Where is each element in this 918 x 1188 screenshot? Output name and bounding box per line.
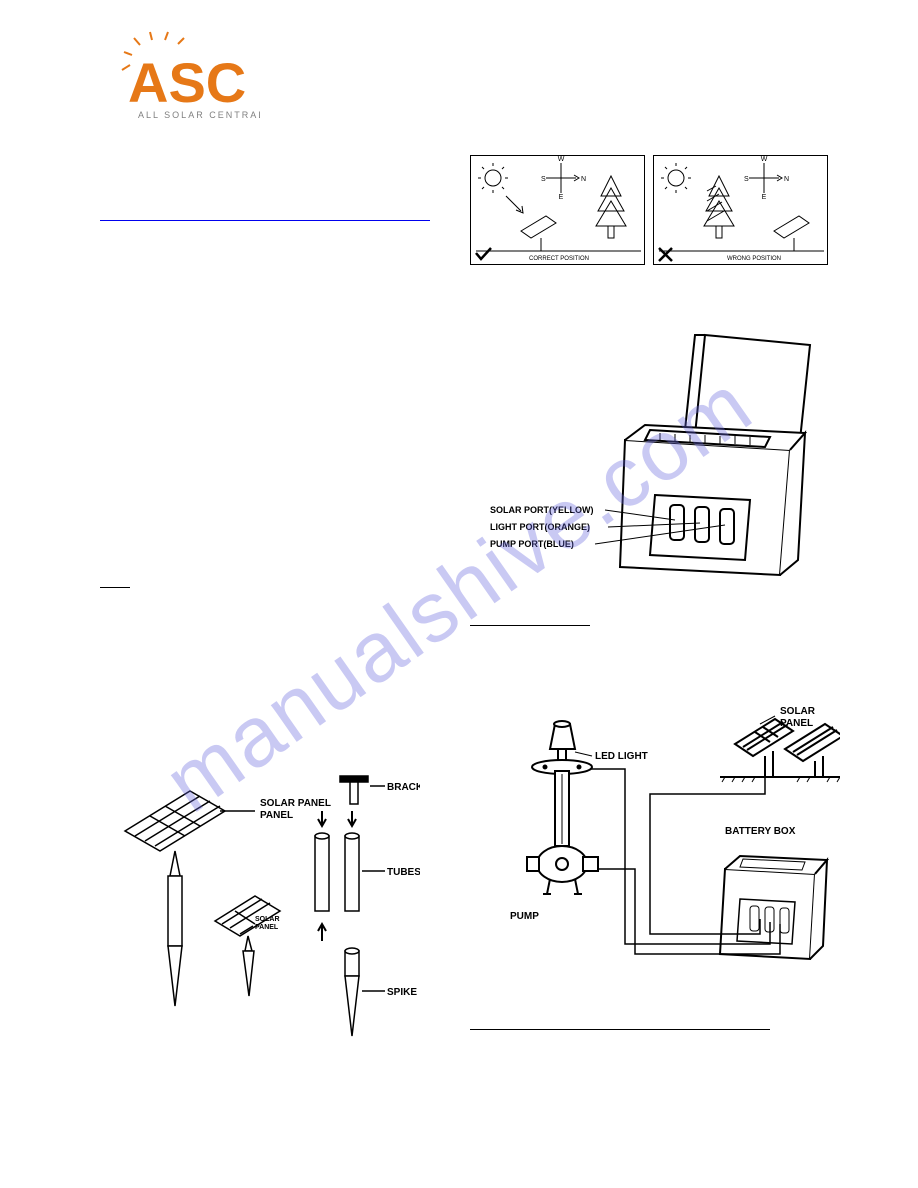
pump-port-label: PUMP PORT(BLUE) — [490, 539, 574, 549]
light-port-label: LIGHT PORT(ORANGE) — [490, 522, 590, 532]
svg-text:N: N — [581, 176, 586, 183]
divider-right-1 — [470, 625, 590, 626]
solar-panel-label: SOLAR PANEL — [260, 798, 331, 809]
correct-position-label: CORRECT POSITION — [529, 256, 589, 262]
divider-right-2 — [470, 1029, 770, 1030]
spike-label: SPIKE — [387, 987, 417, 998]
battery-box-diagram: SOLAR PORT(YELLOW) LIGHT PORT(ORANGE) PU… — [470, 325, 840, 605]
svg-text:S: S — [541, 176, 546, 183]
svg-text:S: S — [744, 176, 749, 183]
svg-text:PANEL: PANEL — [780, 718, 813, 729]
led-light-label: LED LIGHT — [595, 751, 648, 762]
link-underline — [100, 220, 430, 221]
solar-panel-small-label: SOLAR — [255, 916, 280, 923]
solar-panel-assembly-diagram: SOLAR PANEL PANEL SOLAR PANEL BRAC — [100, 756, 420, 1086]
pump-label: PUMP — [510, 911, 539, 922]
svg-text:N: N — [784, 176, 789, 183]
tubes-label: TUBES — [387, 867, 420, 878]
logo: ASC ALL SOLAR CENTRAL — [120, 30, 260, 125]
divider-left — [100, 587, 130, 588]
wrong-position-label: WRONG POSITION — [727, 256, 781, 262]
svg-text:E: E — [559, 194, 564, 201]
svg-text:W: W — [558, 156, 565, 163]
svg-text:E: E — [762, 194, 767, 201]
connection-diagram: SOLAR PANEL — [470, 704, 840, 1004]
logo-subtext: ALL SOLAR CENTRAL — [138, 110, 260, 120]
bracket-label: BRACKET — [387, 782, 420, 793]
svg-text:PANEL: PANEL — [255, 924, 279, 931]
svg-text:W: W — [761, 156, 768, 163]
solar-port-label: SOLAR PORT(YELLOW) — [490, 505, 594, 515]
correct-position-diagram: W N E S — [470, 155, 645, 265]
logo-text: ASC — [128, 51, 246, 114]
solar-panel-conn-label: SOLAR — [780, 706, 816, 717]
battery-box-conn-label: BATTERY BOX — [725, 826, 796, 837]
logo-svg: ASC ALL SOLAR CENTRAL — [120, 30, 260, 120]
wrong-position-diagram: W N E S — [653, 155, 828, 265]
svg-text:PANEL: PANEL — [260, 810, 293, 821]
position-diagrams: W N E S — [470, 155, 840, 265]
